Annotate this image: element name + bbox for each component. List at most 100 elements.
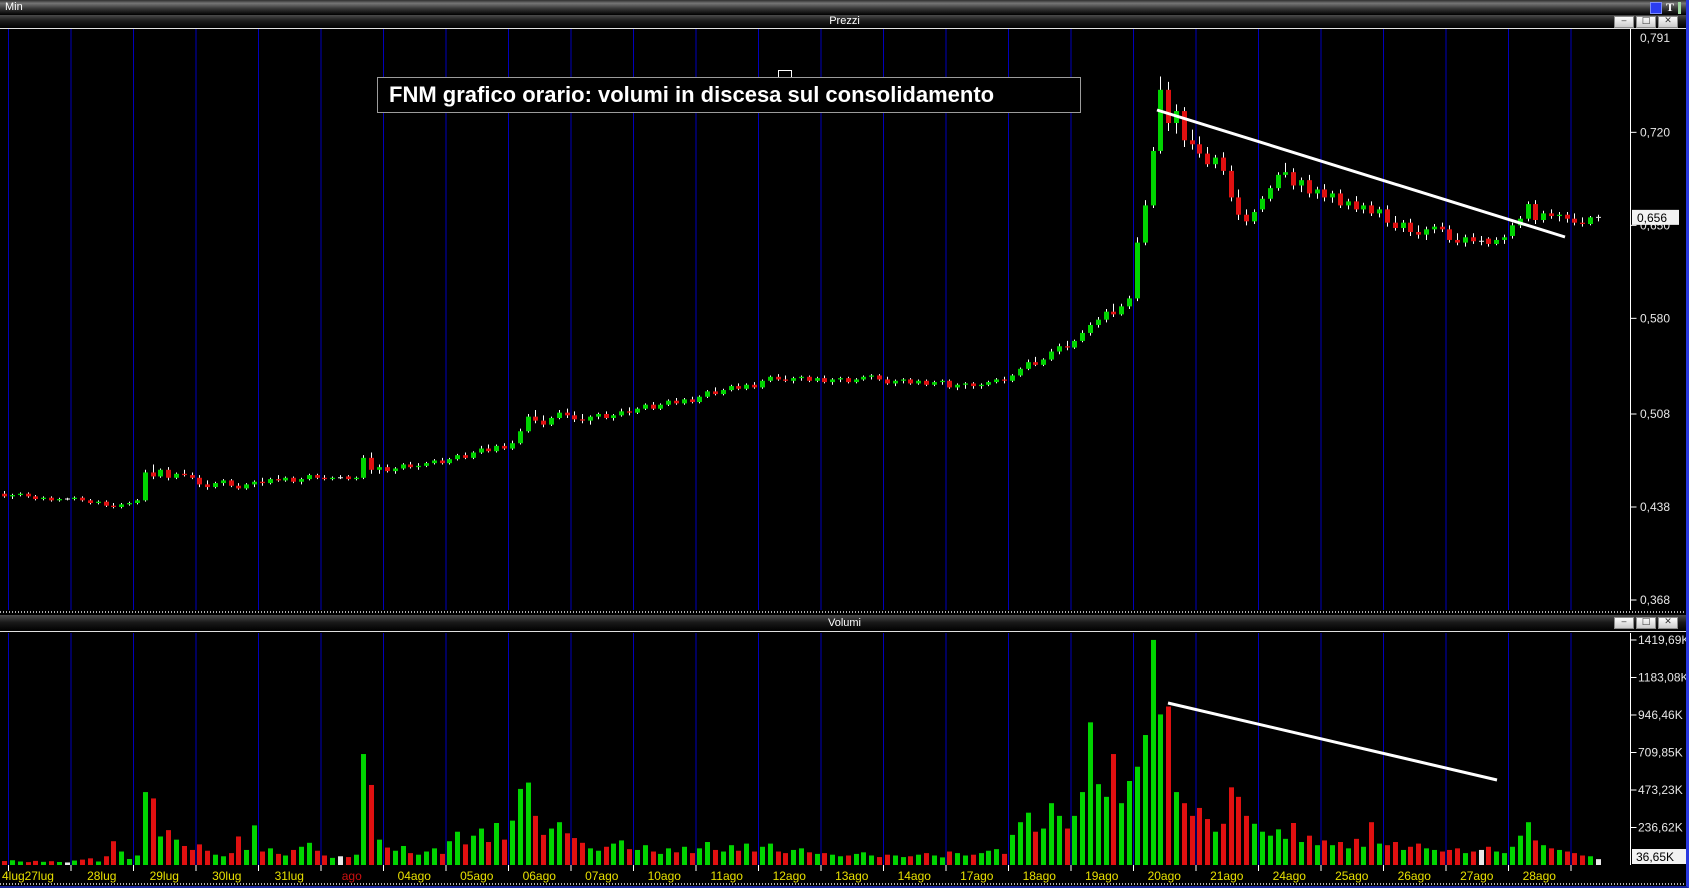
volume-bar xyxy=(463,844,468,865)
candle-body xyxy=(65,498,70,500)
candle-body xyxy=(252,481,257,485)
volume-bar xyxy=(697,848,702,865)
volume-bar xyxy=(119,851,124,865)
volume-bar xyxy=(1174,792,1179,865)
blue-square-icon[interactable] xyxy=(1649,1,1662,14)
volume-bar xyxy=(479,828,484,865)
volume-bar xyxy=(1486,846,1491,865)
volume-bar xyxy=(1494,851,1499,865)
volume-bar xyxy=(705,842,710,865)
volume-bar xyxy=(18,861,23,865)
volume-bar xyxy=(244,849,249,865)
candle-body xyxy=(1424,229,1429,235)
price-pane-window-buttons: ‒ □ ✕ xyxy=(1614,16,1678,28)
volume-bar xyxy=(1518,835,1523,865)
chart-annotation-textbox[interactable]: FNM grafico orario: volumi in discesa su… xyxy=(377,77,1081,113)
text-tool-icon[interactable]: T xyxy=(1665,0,1674,14)
volume-bar xyxy=(1002,853,1007,865)
price-axis-label: 0,368 xyxy=(1640,593,1670,607)
candle-body xyxy=(822,378,827,383)
candle-body xyxy=(729,386,734,391)
volume-bar xyxy=(1307,835,1312,865)
volume-bar xyxy=(268,848,273,865)
price-pane-minimize-button[interactable]: ‒ xyxy=(1614,16,1634,28)
candle-body xyxy=(1541,213,1546,221)
volume-bar xyxy=(447,841,452,865)
candle-body xyxy=(1010,375,1015,381)
candle-body xyxy=(1205,153,1210,165)
candle-body xyxy=(385,467,390,472)
candle-body xyxy=(307,475,312,480)
candle-body xyxy=(955,384,960,388)
x-axis-label: 07ago xyxy=(585,869,619,883)
volume-bar xyxy=(96,861,101,865)
volume-pane-restore-button[interactable]: □ xyxy=(1636,617,1656,629)
candle-body xyxy=(393,468,398,472)
price-pane-restore-button[interactable]: □ xyxy=(1636,16,1656,28)
volume-bar xyxy=(158,836,163,865)
candle-body xyxy=(666,400,671,405)
volume-bar xyxy=(729,845,734,865)
volume-bar xyxy=(205,850,210,865)
candle-body xyxy=(455,455,460,460)
candle-body xyxy=(651,404,656,409)
candle-body xyxy=(1549,213,1554,217)
volume-bar xyxy=(580,842,585,865)
volume-bar xyxy=(10,860,15,865)
candle-body xyxy=(1080,332,1085,341)
volume-pane-titlebar[interactable]: Volumi xyxy=(0,615,1686,632)
candle-body xyxy=(869,375,874,377)
clipped-toolbar-icon[interactable] xyxy=(1678,1,1681,14)
price-trendline[interactable] xyxy=(1156,108,1566,239)
candle-body xyxy=(299,479,304,482)
candle-body xyxy=(1213,157,1218,165)
x-axis-label: 24ago xyxy=(1273,869,1307,883)
candle-body xyxy=(1526,204,1531,219)
volume-bar xyxy=(338,856,343,865)
volume-bar xyxy=(932,855,937,865)
candle-body xyxy=(854,379,859,383)
price-pane-close-button[interactable]: ✕ xyxy=(1658,16,1678,28)
volume-bar xyxy=(682,846,687,865)
x-axis-label: 13ago xyxy=(835,869,869,883)
window-titlebar[interactable]: Min T xyxy=(0,0,1686,15)
volume-pane-minimize-button[interactable]: ‒ xyxy=(1614,617,1634,629)
volume-bar xyxy=(221,856,226,865)
candle-body xyxy=(721,390,726,395)
volume-bar xyxy=(1088,722,1093,865)
candle-body xyxy=(96,501,101,504)
candle-body xyxy=(791,378,796,381)
candle-body xyxy=(190,475,195,478)
volume-bar xyxy=(1252,823,1257,865)
price-axis-label: 0,720 xyxy=(1640,125,1670,139)
volume-bar xyxy=(26,862,31,865)
price-axis-label: 0,438 xyxy=(1640,500,1670,514)
candle-body xyxy=(940,380,945,383)
volume-trendline[interactable] xyxy=(1167,701,1498,782)
volume-bar xyxy=(49,861,54,865)
volume-bar xyxy=(307,842,312,865)
volume-bar xyxy=(1111,754,1116,865)
candle-body xyxy=(924,380,929,385)
x-axis-label: 31lug xyxy=(275,869,304,883)
candle-body xyxy=(1197,144,1202,154)
volume-bar xyxy=(736,850,741,865)
x-axis-label: 06ago xyxy=(523,869,557,883)
price-pane-titlebar[interactable]: Prezzi xyxy=(0,15,1686,29)
candle-body xyxy=(916,380,921,384)
candle-body xyxy=(41,497,46,500)
candle-body xyxy=(463,455,468,458)
candle-body xyxy=(33,496,38,500)
volume-bar xyxy=(596,850,601,865)
volume-bar xyxy=(822,853,827,865)
volume-bar xyxy=(1354,838,1359,865)
candle-body xyxy=(877,375,882,380)
candle-body xyxy=(627,411,632,413)
pane-splitter[interactable] xyxy=(0,611,1686,613)
candle-body xyxy=(893,380,898,384)
candle-body xyxy=(1315,189,1320,194)
volume-pane-close-button[interactable]: ✕ xyxy=(1658,617,1678,629)
x-axis-label: 18ago xyxy=(1023,869,1057,883)
candle-body xyxy=(1276,174,1281,189)
